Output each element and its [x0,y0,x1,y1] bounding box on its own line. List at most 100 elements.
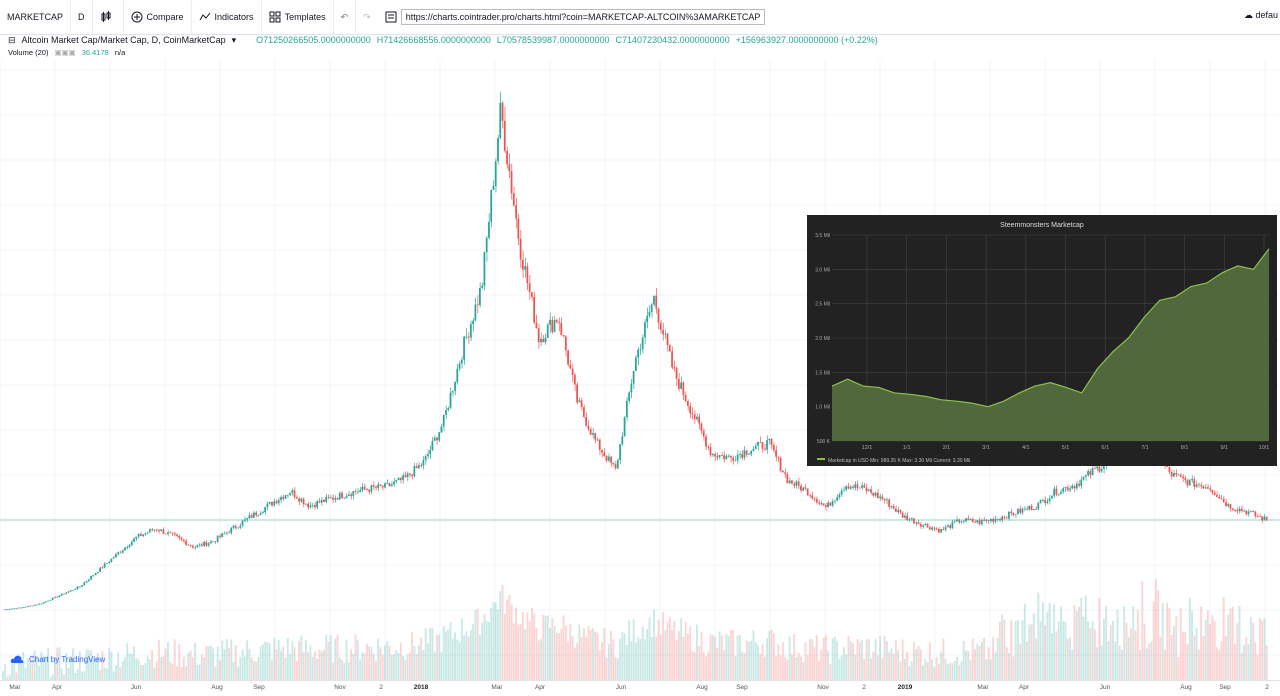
url-field[interactable]: https://charts.cointrader.pro/charts.htm… [378,0,773,34]
volume-bar [1200,606,1203,680]
volume-bar [544,615,547,680]
volume-bar [209,645,212,680]
candle-body [680,382,682,389]
volume-bar [153,667,156,680]
candle-body [641,337,644,350]
volume-bar [1141,580,1144,680]
volume-bar [178,644,181,680]
candle-body [205,541,208,546]
collapse-icon[interactable]: ⊟ [8,34,16,45]
volume-bar [137,659,140,680]
volume-bar [167,641,169,680]
volume-bar [580,637,583,680]
volume-bar [492,601,495,680]
volume-bar [379,647,382,680]
inset-x-tick: 6/1 [1101,445,1109,451]
main-chart[interactable] [0,60,1280,680]
volume-bar [230,639,233,680]
volume-bar [639,638,642,680]
volume-bar [987,647,990,680]
candle-body [1089,471,1092,476]
compare-button[interactable]: Compare [124,0,192,34]
volume-bar [1005,647,1008,680]
volume-bar [827,650,830,680]
volume-bar [239,656,242,680]
volume-bar [1109,625,1112,680]
volume-bar [752,630,755,680]
candle-body [1206,487,1209,489]
volume-settings-icons[interactable]: ▣▣▣ [54,47,76,57]
candle-body [203,541,205,546]
candle-body [664,333,667,335]
volume-bar [1202,636,1205,680]
tradingview-watermark[interactable]: Chart by TradingView [10,655,105,664]
candle-body [209,541,212,544]
candle-body [442,414,445,427]
volume-bar [142,664,145,680]
candle-body [234,525,237,528]
candle-body [1220,498,1223,500]
volume-bar [1188,597,1191,680]
candle-body [1093,468,1096,469]
candle-body [216,535,219,542]
layout-button[interactable]: ☁ defau [1244,10,1278,21]
redo-button[interactable]: ↷ [356,0,378,34]
volume-bar [169,661,172,680]
volume-value: 36.4178 [81,47,109,57]
symbol-search[interactable]: MARKETCAP [0,0,72,34]
candle-body [567,350,569,365]
candle-body [413,466,416,477]
volume-bar [76,669,79,680]
volume-bar [623,633,626,680]
candle-body [277,500,280,504]
templates-button[interactable]: Templates [262,0,334,34]
volume-bar [386,641,389,680]
undo-button[interactable]: ↶ [334,0,357,34]
volume-bar [198,664,201,680]
volume-bar [449,621,452,680]
volume-bar [657,619,660,680]
candle-body [881,496,884,500]
chart-type-button[interactable] [93,0,124,34]
candle-body [1017,508,1019,515]
volume-bar [838,658,841,680]
dropdown-caret-icon[interactable]: ▾ [231,34,237,45]
candle-body [6,609,9,611]
candle-body [1046,501,1049,503]
volume-bar [257,656,260,680]
volume-bar [1053,604,1056,680]
volume-bar [800,656,802,680]
candle-body [87,579,90,581]
interval-button[interactable]: D [71,0,93,34]
volume-bar [641,626,644,680]
volume-bar [528,621,531,680]
candle-body [743,450,746,458]
indicators-label: Indicators [214,12,254,22]
volume-bar [460,618,463,680]
candle-body [578,400,581,403]
volume-bar [700,631,703,680]
candle-body [1168,466,1171,472]
candle-body [47,600,49,602]
volume-bar [1107,641,1110,680]
volume-bar [1209,624,1212,680]
time-axis[interactable]: Mar Apr Jun Aug Sep Nov 2 2018 Mar Apr Jun Aug Sep No… [0,680,1280,696]
volume-bar [406,653,409,680]
indicators-button[interactable]: Indicators [192,0,262,34]
volume-bar [659,634,662,680]
candle-body [635,357,637,371]
volume-bar [861,639,863,680]
volume-bar [714,637,716,680]
candle-body [472,320,474,325]
candle-body [402,475,404,481]
volume-bar [273,638,276,680]
volume-bar [411,631,414,680]
volume-bar [1087,621,1090,680]
candle-body [1041,499,1044,501]
volume-bar [442,625,445,680]
volume-bar [937,663,940,680]
volume-bar [454,632,457,680]
volume-bar [101,650,104,680]
candle-body [422,460,425,466]
candle-body [375,486,377,488]
